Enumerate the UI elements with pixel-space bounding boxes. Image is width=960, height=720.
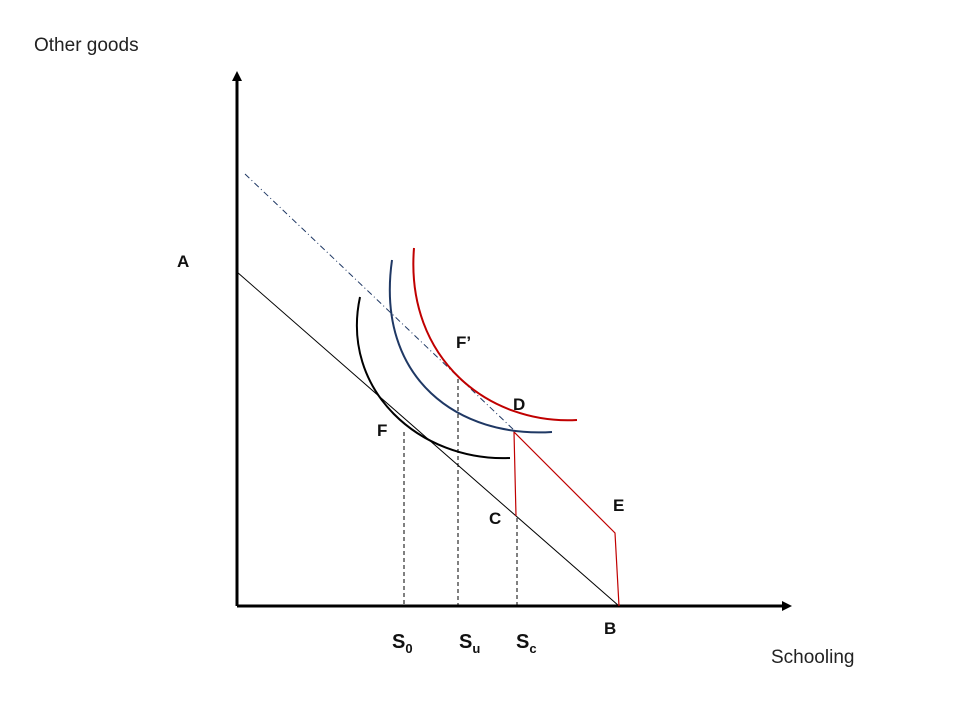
indifference-curve-black	[355, 296, 511, 460]
point-e-label: E	[613, 496, 624, 515]
sc-label: Sc	[516, 631, 537, 656]
su-sub: u	[472, 641, 480, 656]
sc-sub: c	[529, 641, 536, 656]
su-main: S	[459, 631, 472, 653]
su-label: Su	[459, 631, 480, 656]
point-c-label: C	[489, 509, 501, 528]
red-budget-constraint	[513, 430, 620, 607]
point-d-label: D	[513, 395, 525, 414]
point-f-prime-label: F’	[456, 333, 471, 352]
point-f-label: F	[377, 421, 387, 440]
s0-main: S	[392, 631, 405, 653]
x-axis-title: Schooling	[771, 647, 854, 668]
shifted-budget-line	[244, 173, 517, 433]
s0-sub: 0	[405, 641, 412, 656]
point-b-label: B	[604, 619, 616, 638]
y-axis-title: Other goods	[34, 35, 139, 56]
point-a-label: A	[177, 252, 189, 271]
indifference-curve-red	[412, 247, 578, 422]
sc-main: S	[516, 631, 529, 653]
s0-label: S0	[392, 631, 413, 656]
indifference-curve-blue	[388, 259, 553, 434]
